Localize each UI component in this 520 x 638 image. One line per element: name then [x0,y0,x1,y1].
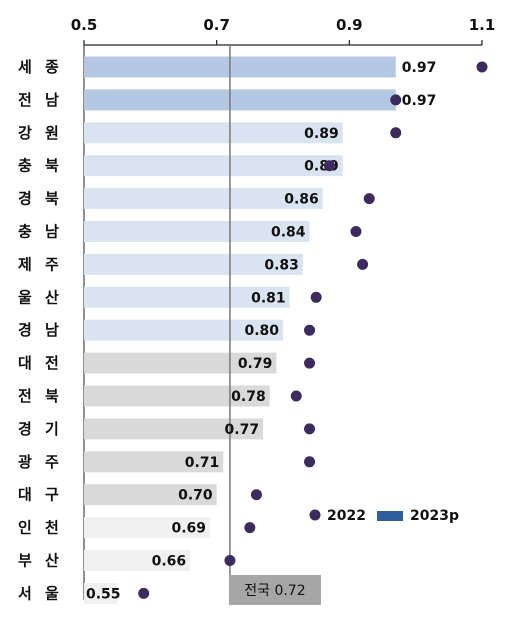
category-label: 경 남 [18,321,63,339]
dot-2022 [390,94,402,106]
bar [84,319,283,341]
dot-2022 [350,226,362,237]
bar [84,89,396,111]
bar [84,582,118,604]
bar [84,221,310,242]
bar [84,253,303,275]
category-label: 경 기 [18,420,63,438]
dot-2022 [304,423,316,435]
value-label: 0.81 [251,290,286,306]
category-label: 대 전 [18,354,63,372]
dot-2022 [390,127,402,139]
value-label: 0.66 [152,554,187,570]
legend-2023p-label: 2023p [410,508,459,524]
category-labels: 세 종전 남강 원충 북경 북충 남제 주울 산경 남대 전전 북경 기광 주대… [18,58,63,602]
category-label: 인 천 [18,519,63,537]
category-label: 대 구 [18,486,63,504]
value-label: 0.97 [402,93,437,109]
value-label: 0.83 [264,257,299,273]
category-label: 세 종 [18,58,63,76]
category-label: 울 산 [18,288,63,306]
bars-group [84,56,396,604]
category-label: 제 주 [18,255,63,273]
value-label: 0.71 [185,455,220,471]
reference-label: 전국 0.72 [244,583,305,599]
dot-2022 [290,390,302,402]
category-label: 강 원 [18,124,63,142]
reference-label-box [228,575,321,605]
bar [84,517,211,539]
bar [84,155,343,177]
category-label: 충 남 [18,223,63,241]
legend-2022-label: 2022 [327,508,366,524]
dots-group [138,61,488,599]
bar [84,122,343,144]
dot-2022 [138,587,150,599]
value-labels: 0.970.970.890.890.860.840.830.810.800.79… [86,60,436,602]
bar [84,352,277,374]
category-label: 경 북 [18,190,63,208]
dot-2022 [357,258,369,270]
bar [84,484,217,506]
value-label: 0.84 [271,225,306,241]
reference-line-group: 전국 0.72 [228,45,321,605]
dot-2022 [304,357,316,369]
bar [84,188,323,210]
value-label: 0.78 [231,389,266,405]
dot-2022 [304,324,316,336]
value-label: 0.70 [178,488,213,504]
category-label: 광 주 [18,453,63,471]
dot-2022 [244,522,256,534]
value-label: 0.77 [225,422,260,438]
x-tick-label: 1.1 [469,16,496,34]
x-tick-label: 0.7 [203,16,230,34]
legend-2022-marker [309,509,321,521]
bar [84,550,191,571]
category-label: 전 북 [18,387,63,405]
category-label: 충 북 [18,157,63,175]
dot-2022 [310,291,322,303]
category-label: 전 남 [18,91,63,109]
bar [84,418,264,440]
value-label: 0.79 [238,356,273,372]
category-label: 부 산 [18,552,63,570]
value-label: 0.86 [284,192,319,208]
dot-2022 [363,193,375,205]
x-tick-label: 0.9 [336,16,363,34]
x-tick-label: 0.5 [71,16,98,34]
dot-2022 [304,456,316,468]
bar [84,56,396,78]
value-label: 0.97 [402,60,437,76]
bar [84,451,224,473]
value-label: 0.55 [86,586,121,602]
dot-2022 [323,160,335,172]
legend-2023p-marker [377,511,403,521]
legend: 2022 2023p [309,508,459,524]
value-label: 0.80 [244,323,279,339]
bar [84,385,270,407]
value-label: 0.89 [304,126,339,142]
value-label: 0.69 [171,521,206,537]
category-label: 서 울 [18,584,63,602]
dot-2022 [224,555,236,566]
bar [84,286,290,308]
dot-2022 [250,489,262,501]
dot-2022 [476,61,488,73]
